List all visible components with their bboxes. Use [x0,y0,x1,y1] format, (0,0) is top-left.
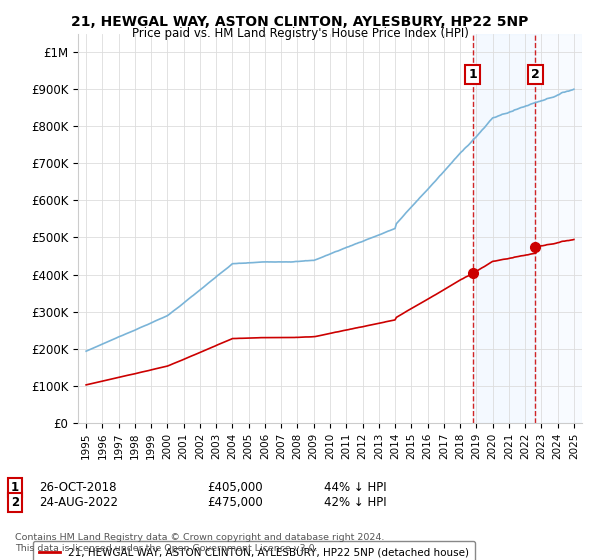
Text: 1: 1 [469,68,478,81]
Text: 24-AUG-2022: 24-AUG-2022 [39,496,118,509]
Text: 26-OCT-2018: 26-OCT-2018 [39,480,116,494]
Text: 2: 2 [11,496,19,509]
Bar [535,34,582,423]
Legend: 21, HEWGAL WAY, ASTON CLINTON, AYLESBURY, HP22 5NP (detached house), HPI: Averag: 21, HEWGAL WAY, ASTON CLINTON, AYLESBURY… [33,542,475,560]
Text: Contains HM Land Registry data © Crown copyright and database right 2024.
This d: Contains HM Land Registry data © Crown c… [15,533,385,553]
Text: 1: 1 [11,480,19,494]
Text: 2: 2 [531,68,539,81]
Text: 42% ↓ HPI: 42% ↓ HPI [324,496,386,509]
Text: 44% ↓ HPI: 44% ↓ HPI [324,480,386,494]
Text: Price paid vs. HM Land Registry's House Price Index (HPI): Price paid vs. HM Land Registry's House … [131,27,469,40]
Text: £475,000: £475,000 [207,496,263,509]
Text: 21, HEWGAL WAY, ASTON CLINTON, AYLESBURY, HP22 5NP: 21, HEWGAL WAY, ASTON CLINTON, AYLESBURY… [71,15,529,29]
Text: £405,000: £405,000 [207,480,263,494]
Bar [473,34,535,423]
